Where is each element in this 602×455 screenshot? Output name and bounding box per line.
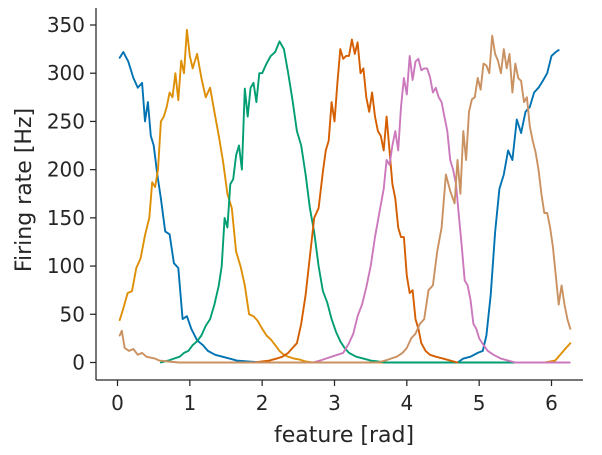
x-tick-label: 2	[256, 391, 269, 415]
series-line-3	[159, 40, 571, 364]
x-tick-label: 5	[473, 391, 486, 415]
y-tick-label: 200	[47, 158, 85, 182]
series-line-2	[118, 28, 572, 364]
x-axis-title: feature [rad]	[274, 423, 414, 448]
y-tick-label: 150	[47, 206, 85, 230]
series-line-4	[253, 38, 459, 364]
y-tick-label: 50	[60, 302, 85, 326]
y-ticks: 0 50 100 150 200 250 300 350	[47, 13, 96, 375]
x-tick-label: 3	[328, 391, 341, 415]
x-ticks: 0 1 2 3 4 5 6	[111, 380, 558, 415]
series-line-6	[118, 34, 572, 364]
plot-lines	[118, 28, 572, 364]
series-line-1	[118, 49, 560, 364]
x-tick-label: 0	[111, 391, 124, 415]
x-tick-label: 1	[183, 391, 196, 415]
y-tick-label: 300	[47, 61, 85, 85]
y-tick-label: 350	[47, 13, 85, 37]
y-axis-title: Firing rate [Hz]	[12, 108, 37, 272]
y-tick-label: 250	[47, 109, 85, 133]
x-tick-label: 6	[545, 391, 558, 415]
x-tick-label: 4	[400, 391, 413, 415]
series-line-5	[311, 54, 571, 364]
y-tick-label: 0	[72, 351, 85, 375]
y-tick-label: 100	[47, 254, 85, 278]
